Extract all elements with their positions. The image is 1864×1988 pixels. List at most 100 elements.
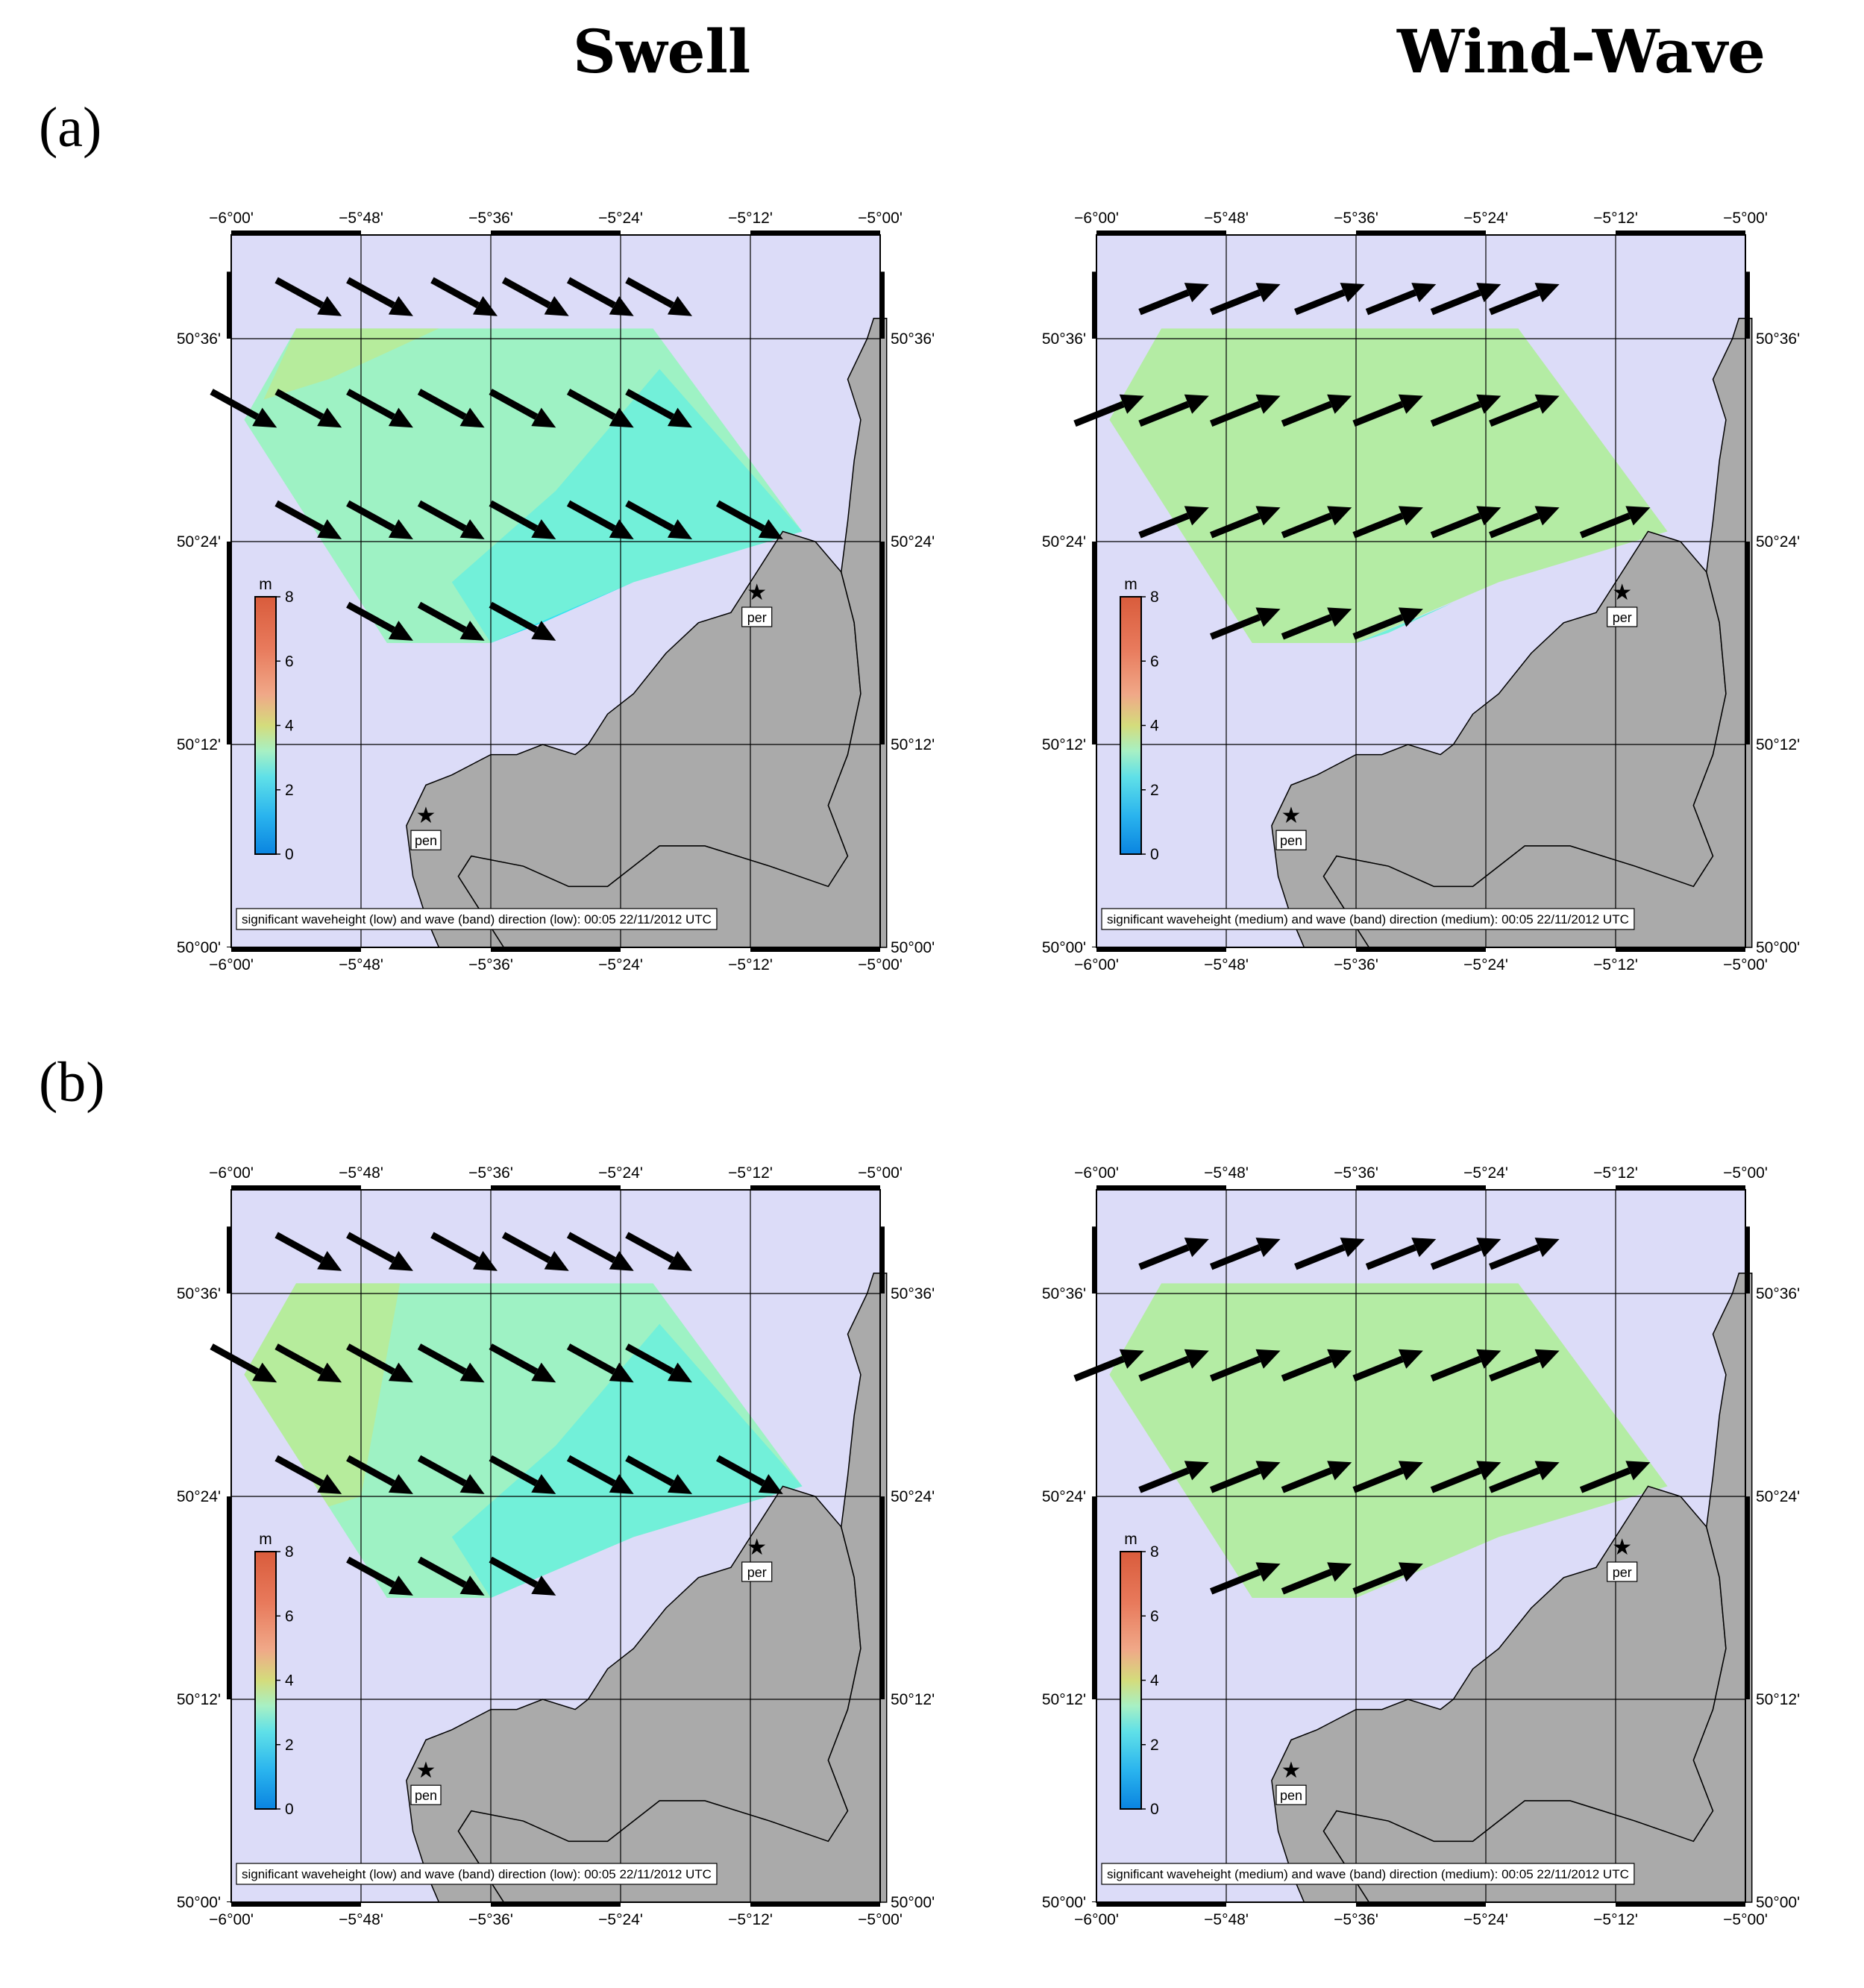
wave-arrow-shaft <box>417 500 467 532</box>
wave-arrow-shaft <box>566 1455 616 1487</box>
colorbar-tick-label: 0 <box>285 846 294 863</box>
wave-arrow-head <box>472 295 498 316</box>
graticule <box>231 235 880 947</box>
wave-arrow-shaft <box>1489 1355 1540 1382</box>
wave-arrow-shaft <box>566 500 616 532</box>
lon-tick-label-top: −5°48' <box>339 210 383 227</box>
wave-arrow-shaft <box>501 277 551 309</box>
wave-arrow-shaft <box>1365 1244 1417 1270</box>
star-icon: ★ <box>416 803 436 828</box>
wave-arrow-shaft <box>1210 401 1261 427</box>
lat-tick-label-left: 50°24' <box>177 533 221 551</box>
wave-arrow-shaft <box>1579 1467 1631 1493</box>
lon-tick-label-bottom: −5°12' <box>728 956 773 973</box>
wave-arrow-head <box>531 407 556 428</box>
wave-arrow-shaft <box>1489 401 1540 427</box>
wave-arrow-head <box>531 1575 556 1596</box>
lon-tick-label-bottom: −5°36' <box>1334 1911 1378 1928</box>
wave-arrow-head <box>609 1474 634 1494</box>
wave-arrow-head <box>1119 1349 1144 1369</box>
wave-arrow-shaft <box>1281 614 1333 640</box>
marker-label: pen <box>1280 833 1302 848</box>
caption-text: significant waveheight (low) and wave (b… <box>242 912 712 926</box>
lon-tick-label-top: −6°00' <box>1074 1164 1119 1182</box>
wave-arrow-head <box>459 519 485 539</box>
lon-tick-label-top: −5°12' <box>1593 210 1638 227</box>
map-frame <box>1092 231 1750 952</box>
colorbar-tick-label: 4 <box>1150 718 1159 735</box>
wave-arrow-head <box>1327 1562 1352 1582</box>
wave-arrow-shaft <box>1281 1569 1333 1595</box>
wave-arrow-head <box>1534 394 1560 414</box>
wave-arrow-head <box>1255 506 1281 526</box>
wave-arrow-shaft <box>716 1455 765 1487</box>
lat-tick-label-left: 50°00' <box>177 939 221 956</box>
column-title-swell: Swell <box>573 16 751 87</box>
lon-tick-label-bottom: −5°48' <box>1204 1911 1249 1928</box>
wave-arrow-head <box>1411 283 1437 303</box>
lat-tick-label-left: 50°24' <box>1042 1488 1086 1505</box>
wave-arrow-head <box>1327 506 1352 526</box>
colorbar-tick-label: 0 <box>1150 1801 1159 1818</box>
axis-labels: −6°00' −6°00' −5°48' −5°48' −5°36' −5°36' −5°2… <box>177 1164 935 1928</box>
colorbar-unit: m <box>259 576 272 593</box>
marker-label: pen <box>1280 1788 1302 1803</box>
wave-arrow-shaft <box>1281 401 1333 427</box>
colorbar-tick-label: 6 <box>1150 1608 1159 1625</box>
lat-tick-label-right: 50°36' <box>891 330 935 348</box>
lon-tick-label-bottom: −5°36' <box>1334 956 1378 973</box>
wave-arrow-head <box>1340 283 1365 303</box>
map-caption: significant waveheight (low) and wave (b… <box>236 1863 718 1885</box>
lon-tick-label-top: −5°00' <box>1723 1164 1768 1182</box>
lat-tick-label-left: 50°00' <box>1042 939 1086 956</box>
wave-arrow-shaft <box>489 500 539 532</box>
location-marker-per: ★ per <box>1607 580 1638 627</box>
lon-tick-label-bottom: −5°00' <box>858 1911 903 1928</box>
lon-tick-label-top: −5°12' <box>1593 1164 1638 1182</box>
lat-tick-label-right: 50°36' <box>1756 1285 1800 1302</box>
wave-arrow-shaft <box>489 601 539 633</box>
colorbar-tick-label: 0 <box>285 1801 294 1818</box>
wave-arrow-shaft <box>1352 1569 1404 1595</box>
colorbar-unit: m <box>1124 1531 1137 1548</box>
wave-arrow-shaft <box>430 277 480 309</box>
wave-arrow-shaft <box>417 601 467 633</box>
wave-arrow-shaft <box>1210 614 1261 640</box>
star-icon: ★ <box>1281 1758 1302 1783</box>
lon-tick-label-bottom: −5°48' <box>339 1911 383 1928</box>
map-panel-a-windwave: −6°00' −6°00' −5°48' −5°48' −5°36' −5°36' −5°2… <box>1022 198 1864 1033</box>
lat-tick-label-right: 50°24' <box>891 533 935 551</box>
colorbar-tick-label: 2 <box>1150 782 1159 799</box>
wave-arrow-shaft <box>1365 289 1417 316</box>
wave-arrow-head <box>388 407 413 428</box>
star-icon: ★ <box>1612 580 1632 605</box>
wave-arrow-head <box>1625 1461 1651 1481</box>
wave-arrow-head <box>472 1250 498 1271</box>
wave-arrow-shaft <box>1210 289 1261 316</box>
map-frame <box>1092 1185 1750 1907</box>
lat-tick-label-right: 50°12' <box>1756 736 1800 753</box>
wave-arrow-head <box>317 407 342 428</box>
wave-arrow-shaft <box>1138 512 1190 539</box>
wave-arrow-head <box>1398 607 1423 627</box>
lon-tick-label-top: −5°00' <box>858 210 903 227</box>
lon-tick-label-bottom: −5°48' <box>1204 956 1249 973</box>
wave-arrow-shaft <box>346 1232 395 1264</box>
wave-arrow-shaft <box>1138 1467 1190 1493</box>
colorbar-scale <box>254 1551 277 1810</box>
wave-arrow-shaft <box>489 389 539 420</box>
lat-tick-label-right: 50°00' <box>1756 1894 1800 1911</box>
lat-tick-label-left: 50°36' <box>1042 330 1086 348</box>
wave-arrow-head <box>1340 1238 1365 1258</box>
row-label-a: (a) <box>39 96 102 159</box>
wave-arrow-shaft <box>1294 289 1346 316</box>
wave-arrow-shaft <box>1281 1355 1333 1382</box>
wave-arrow-head <box>1534 1238 1560 1258</box>
wave-arrow-head <box>1534 283 1560 303</box>
lat-tick-label-left: 50°24' <box>1042 533 1086 551</box>
colorbar-unit: m <box>1124 576 1137 593</box>
star-icon: ★ <box>1281 803 1302 828</box>
wave-arrow-shaft <box>346 1455 395 1487</box>
colorbar-scale <box>1120 1551 1142 1810</box>
wave-arrow-shaft <box>1073 1355 1125 1382</box>
